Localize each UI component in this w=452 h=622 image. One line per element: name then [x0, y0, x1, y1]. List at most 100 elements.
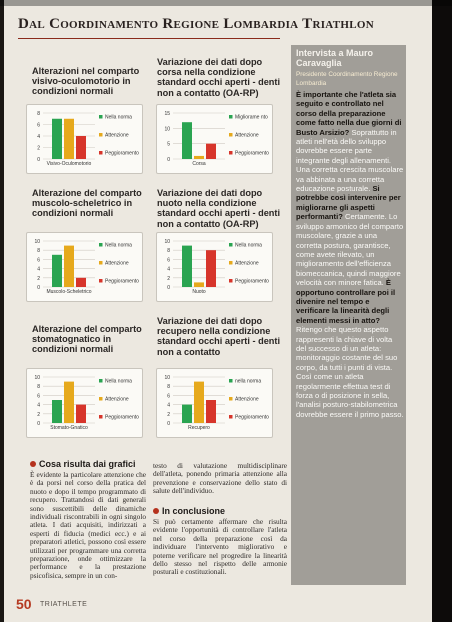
- legend-label: Attenzione: [235, 133, 259, 139]
- chart-title-1: Alterazioni nel comparto visivo-oculomot…: [32, 66, 140, 97]
- y-tick-label: 0: [37, 421, 40, 427]
- legend-label: Nella norma: [105, 115, 132, 121]
- bullet-icon: [153, 508, 159, 514]
- legend-label: Peggioramento: [235, 151, 269, 157]
- y-tick-label: 8: [37, 111, 40, 117]
- legend-label: Attenzione: [105, 397, 129, 403]
- legend-label: nella norma: [235, 379, 261, 385]
- legend-swatch: [229, 243, 233, 247]
- legend-swatch: [99, 151, 103, 155]
- chart-muscolo-scheletrico: 0 2 4 6 8 10 Muscolo-Scheletrico Nella norma Att…: [26, 232, 143, 302]
- interview-sidebar: [291, 45, 406, 585]
- background-edge: [432, 0, 452, 622]
- bar-norma: [182, 122, 192, 159]
- interview-subheading: Presidente Coordinamento Regione Lombard…: [296, 71, 398, 87]
- interview-heading: Intervista a Mauro Caravaglia: [296, 48, 374, 68]
- legend-swatch: [99, 261, 103, 265]
- interview-answer-1: Soprattutto in atleti nell'età dello svi…: [296, 127, 404, 194]
- legend-swatch: [99, 115, 103, 119]
- y-tick-label: 10: [34, 375, 40, 381]
- bar-attenzione: [194, 381, 204, 423]
- legend-swatch: [229, 415, 233, 419]
- page-number: 50: [16, 596, 32, 612]
- legend-swatch: [229, 279, 233, 283]
- legend-label: Peggioramento: [235, 415, 269, 421]
- category-label: Visivo-Oculomotorio: [47, 161, 92, 167]
- y-tick-label: 2: [167, 276, 170, 282]
- magazine-name: TRIATHLETE: [40, 601, 88, 608]
- y-tick-label: 4: [167, 267, 170, 273]
- y-tick-label: 2: [37, 146, 40, 152]
- y-tick-label: 6: [37, 123, 40, 129]
- bar-peggioramento: [76, 277, 86, 287]
- chart-title-4: Variazione dei dati dopo nuoto nella con…: [157, 188, 281, 229]
- y-tick-label: 15: [164, 111, 170, 117]
- interview-body: È importante che l'atleta sia seguito e …: [296, 90, 404, 419]
- section-heading-conclusione-text: In conclusione: [162, 506, 226, 516]
- bar-attenzione: [64, 381, 74, 423]
- y-tick-label: 2: [167, 412, 170, 418]
- legend-swatch: [229, 115, 233, 119]
- chart-title-5: Alterazione del comparto stomatognatico …: [32, 324, 142, 355]
- legend-swatch: [229, 151, 233, 155]
- legend-swatch: [99, 379, 103, 383]
- y-tick-label: 8: [37, 384, 40, 390]
- bar-attenzione: [64, 245, 74, 287]
- category-label: Nuoto: [192, 289, 206, 295]
- legend-swatch: [99, 397, 103, 401]
- y-tick-label: 10: [164, 126, 170, 132]
- interview-question-2: Si potrebbe così intervenire per miglior…: [296, 184, 401, 222]
- category-label: Muscolo-Scheletrico: [46, 289, 91, 295]
- bullet-icon: [30, 461, 36, 467]
- y-tick-label: 8: [167, 248, 170, 254]
- section-body-grafici-continued: testo di valutazione multidisciplinare d…: [153, 461, 287, 496]
- chart-title-2: Variazione dei dati dopo corsa nella con…: [157, 57, 281, 98]
- bar-norma: [52, 254, 62, 287]
- chart-recupero: 0 2 4 6 8 10 Recupero nella norma Attenzione Pegg…: [156, 368, 273, 438]
- legend-label: Attenzione: [235, 261, 259, 267]
- category-label: Recupero: [188, 425, 210, 431]
- legend-label: Nella norma: [235, 243, 262, 249]
- y-tick-label: 5: [167, 142, 170, 148]
- y-tick-label: 4: [37, 267, 40, 273]
- page-shadow: [0, 0, 452, 6]
- chart-title-6: Variazione dei dati dopo recupero nella …: [157, 316, 281, 357]
- y-tick-label: 0: [167, 285, 170, 291]
- legend-swatch: [229, 379, 233, 383]
- legend-label: Nella norma: [105, 379, 132, 385]
- legend-label: Attenzione: [105, 133, 129, 139]
- title-underline: [18, 38, 280, 39]
- interview-question-1: È importante che l'atleta sia seguito e …: [296, 90, 402, 137]
- interview-answer-2: Certamente. Lo sviluppo armonico del com…: [296, 212, 404, 288]
- bar-peggioramento: [76, 404, 86, 423]
- bar-norma: [52, 400, 62, 423]
- legend-label: Peggioramento: [105, 279, 139, 285]
- category-label: Corsa: [192, 161, 206, 167]
- legend-label: Nella norma: [105, 243, 132, 249]
- bar-norma: [182, 404, 192, 423]
- chart-visivo-oculomotorio: 0 2 4 6 8 Visivo-Oculomotorio Nella norma Atten…: [26, 104, 143, 174]
- y-tick-label: 4: [37, 134, 40, 140]
- section-body-conclusione: Si può certamente affermare che risulta …: [153, 517, 287, 577]
- legend-label: Attenzione: [235, 397, 259, 403]
- legend-swatch: [99, 415, 103, 419]
- y-tick-label: 6: [37, 393, 40, 399]
- y-tick-label: 0: [167, 157, 170, 163]
- legend-swatch: [229, 397, 233, 401]
- y-tick-label: 2: [37, 412, 40, 418]
- y-tick-label: 6: [167, 257, 170, 263]
- y-tick-label: 4: [167, 403, 170, 409]
- page-title: Dal Coordinamento Regione Lombardia Tria…: [18, 16, 374, 32]
- y-tick-label: 6: [167, 393, 170, 399]
- bar-attenzione: [194, 282, 204, 287]
- legend-swatch: [229, 261, 233, 265]
- legend-label: Migliorame nto: [235, 115, 268, 121]
- section-heading-grafici-text: Cosa risulta dai grafici: [39, 459, 136, 469]
- chart-corsa: 0 5 10 15 Corsa Migliorame nto Attenzione Peggi…: [156, 104, 273, 174]
- bar-norma: [182, 245, 192, 287]
- legend-label: Peggioramento: [235, 279, 269, 285]
- legend-label: Peggioramento: [105, 415, 139, 421]
- bar-peggioramento: [206, 400, 216, 423]
- section-heading-conclusione: In conclusione: [153, 506, 225, 516]
- chart-nuoto: 0 2 4 6 8 10 Nuoto Nella norma Attenzione Peggior…: [156, 232, 273, 302]
